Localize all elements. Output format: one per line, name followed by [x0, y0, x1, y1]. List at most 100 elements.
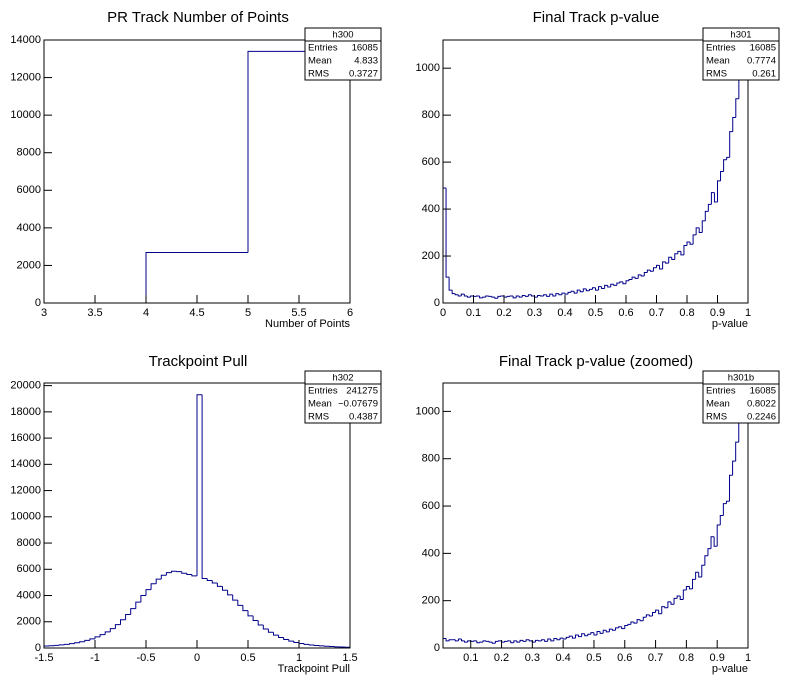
- histogram-bin: [460, 639, 465, 642]
- x-tick-label: 0.7: [648, 652, 663, 664]
- stats-value: 16085: [352, 43, 378, 54]
- histogram-bin: [658, 610, 662, 615]
- histogram-bin: [682, 589, 687, 600]
- x-tick-label: 0.6: [618, 307, 633, 319]
- y-tick-label: 10000: [10, 511, 41, 523]
- y-tick-label: 12000: [10, 484, 41, 496]
- stats-value: 0.8022: [747, 399, 776, 410]
- histogram-bin: [720, 171, 724, 181]
- histogram-bin: [181, 571, 187, 574]
- histogram-bin: [648, 614, 653, 617]
- stats-value: 16085: [750, 43, 776, 54]
- histogram-bin: [537, 294, 541, 298]
- histogram-bin: [582, 288, 587, 292]
- histogram-bin: [512, 295, 517, 299]
- histogram-bin: [732, 116, 736, 132]
- histogram-bin: [598, 286, 602, 291]
- histogram-bin: [303, 643, 310, 645]
- histogram-bin: [273, 632, 279, 636]
- pad: Final Track p-value (zoomed) 0.1 0.2 0.3 0.4…: [416, 353, 780, 675]
- stats-label: RMS: [706, 69, 727, 80]
- x-tick-label: 0: [194, 652, 200, 664]
- histogram-bin: [602, 629, 607, 634]
- histogram-bin: [313, 644, 320, 647]
- y-tick-label: 4000: [17, 222, 41, 234]
- histogram-bin: [196, 394, 203, 576]
- histogram-bin: [247, 50, 350, 303]
- x-tick-label: 4: [143, 307, 149, 319]
- x-tick-label: 5: [245, 307, 251, 319]
- y-tick-label: 8000: [17, 147, 41, 159]
- chart-title: Final Track p-value (zoomed): [499, 353, 693, 370]
- x-tick-label: 0.5: [586, 652, 601, 664]
- histogram-bin: [564, 293, 569, 295]
- histogram-bin: [578, 634, 582, 638]
- x-tick-label: 1: [745, 307, 751, 319]
- histogram-bin: [732, 460, 736, 476]
- frame: [43, 39, 351, 304]
- histogram-bin: [491, 296, 495, 298]
- histogram-bin: [466, 295, 471, 298]
- y-tick-label: 20000: [10, 380, 41, 392]
- y-tick-label: 14000: [10, 458, 41, 470]
- histogram-bin: [443, 187, 447, 303]
- histogram-bin: [460, 293, 465, 296]
- y-tick-label: 0: [35, 297, 41, 309]
- chart-title: Trackpoint Pull: [149, 353, 248, 370]
- histogram-bin: [79, 641, 85, 643]
- stats-label: Mean: [308, 56, 332, 67]
- histogram-bin: [622, 281, 626, 285]
- y-tick-label: 6000: [17, 184, 41, 196]
- histogram-bin: [114, 624, 121, 629]
- x-tick-label: 0.5: [588, 307, 603, 319]
- histogram-bin: [521, 294, 526, 298]
- histogram: [44, 50, 350, 303]
- histogram-bin: [344, 646, 350, 648]
- histogram-bin: [674, 253, 678, 260]
- x-tick-label: 0.8: [679, 307, 694, 319]
- histogram-bin: [676, 595, 681, 599]
- histogram-bin: [543, 294, 547, 296]
- histogram-bin: [710, 536, 715, 549]
- histogram-bin: [631, 276, 636, 280]
- histogram-bin: [640, 274, 645, 277]
- y-tick-label: 8000: [17, 537, 41, 549]
- y-tick-label: 1000: [416, 405, 440, 417]
- x-tick-label: 0.1: [466, 307, 481, 319]
- histogram-bin: [662, 261, 666, 269]
- histogram-bin: [685, 585, 690, 591]
- histogram-bin: [619, 281, 623, 284]
- histogram-bin: [546, 294, 550, 297]
- histogram-bin: [679, 595, 684, 600]
- histogram-bin: [655, 609, 659, 613]
- stats-label: Entries: [308, 386, 338, 397]
- histogram-bin: [651, 612, 656, 617]
- x-tick-label: 1: [296, 652, 302, 664]
- histogram-bin: [698, 227, 703, 234]
- stats-box: h302 Entries 241275 Mean −0.07679 RMS 0.4387: [304, 370, 382, 424]
- histogram-bin: [613, 284, 617, 286]
- stats-label: Entries: [706, 386, 736, 397]
- histogram-bin: [729, 474, 733, 502]
- histogram-bin: [713, 536, 718, 547]
- histogram-bin: [565, 636, 570, 640]
- stats-value: 0.2246: [747, 412, 776, 423]
- stats-label: RMS: [706, 412, 727, 423]
- histogram-bin: [457, 638, 462, 641]
- histogram-bin: [120, 619, 126, 625]
- histogram-bin: [278, 635, 284, 639]
- histogram-bin: [160, 574, 167, 580]
- histogram-bin: [89, 638, 95, 641]
- stats-value: 0.261: [752, 69, 776, 80]
- x-tick-label: 1: [745, 652, 751, 664]
- histogram-bin: [707, 203, 712, 212]
- histogram-bin: [680, 251, 684, 256]
- x-tick-label: 0.1: [463, 652, 478, 664]
- y-tick-label: 800: [422, 453, 440, 465]
- histogram-bin: [649, 270, 654, 272]
- histogram-bin: [518, 295, 523, 298]
- histogram-bin: [527, 294, 532, 297]
- histogram-bin: [191, 574, 197, 577]
- histogram-bin: [544, 639, 548, 642]
